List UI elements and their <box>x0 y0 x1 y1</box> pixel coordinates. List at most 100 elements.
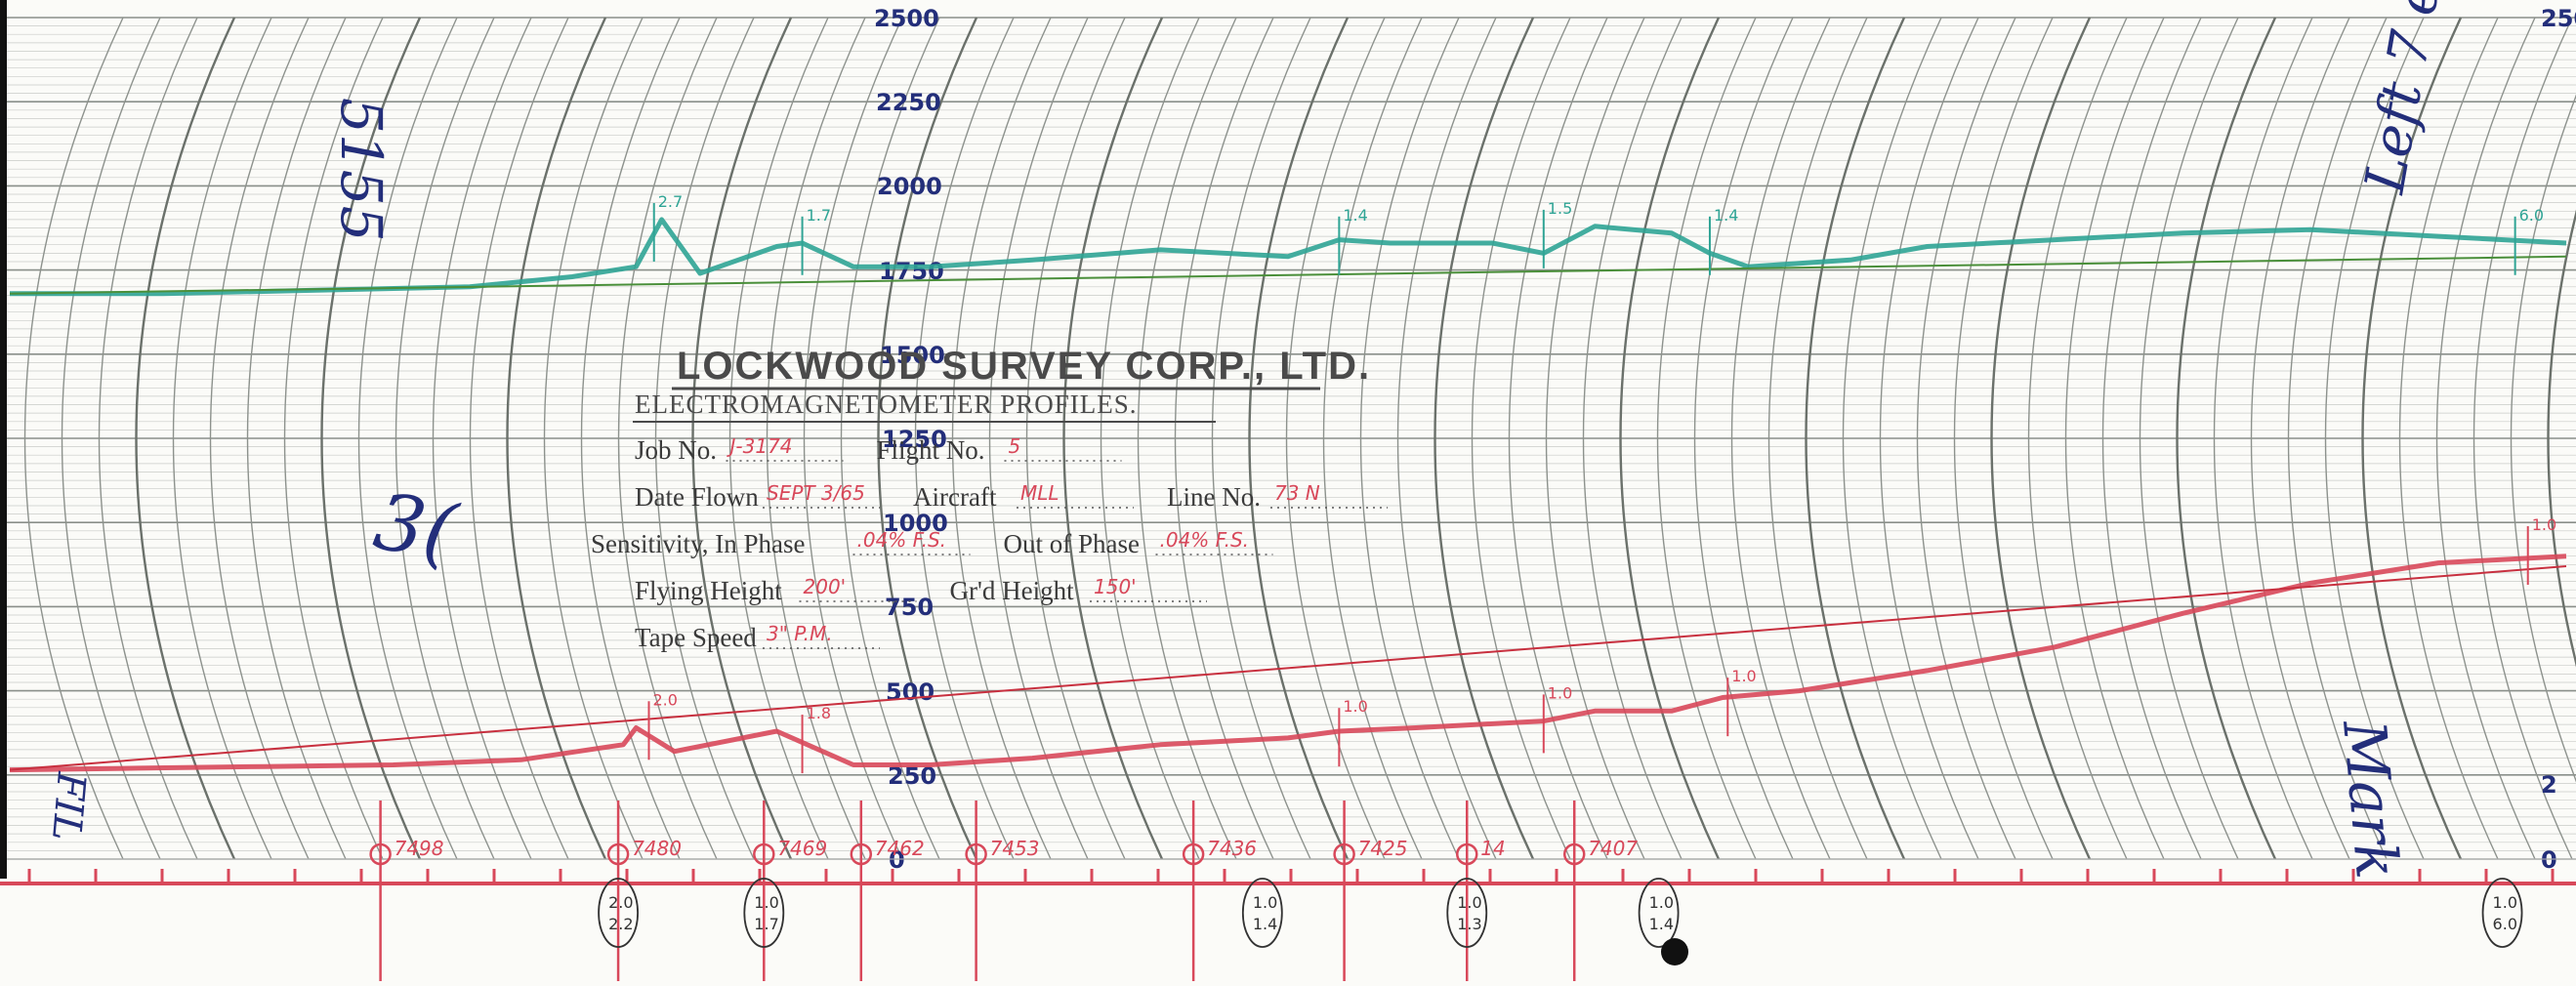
grid-arc <box>728 17 829 860</box>
ratio-denominator: 1.4 <box>1253 915 1277 933</box>
grid-arc <box>1322 17 1423 860</box>
grid-arc <box>469 17 569 860</box>
grid-arc <box>2361 17 2463 860</box>
scale-label: 750 <box>885 594 934 621</box>
form-label: Date Flown <box>635 482 759 512</box>
grid-arc <box>1916 17 2016 860</box>
handwritten-note: 5155 <box>328 98 395 242</box>
grid-arc <box>914 17 1015 860</box>
fiducial-label: 7480 <box>632 837 682 860</box>
grid-arc <box>1656 17 1757 860</box>
grid-arc <box>1953 17 2054 860</box>
grid-arc <box>1767 17 1868 860</box>
ratio-denominator: 1.7 <box>754 915 778 933</box>
form-value: MLL <box>1020 481 1059 505</box>
grid-arc <box>2250 17 2350 860</box>
grid-arc <box>1174 17 1274 860</box>
form-label: Flying Height <box>635 576 782 605</box>
fiducial-label: 14 <box>1480 837 1505 860</box>
chart-title: LOCKWOOD SURVEY CORP., LTD. <box>677 345 1371 388</box>
grid-arc <box>357 17 458 860</box>
grid-arc <box>617 17 718 860</box>
ratio-ellipse <box>1446 878 1488 948</box>
grid-arc <box>2324 17 2425 860</box>
grid-arc <box>2398 17 2499 860</box>
fiducial-circle <box>753 842 775 866</box>
grid-arc <box>2547 209 2576 668</box>
ratio-denominator: 2.2 <box>608 915 633 933</box>
form-value: .04% F.S. <box>857 528 947 552</box>
fiducial-circle <box>1562 842 1586 866</box>
series-baseline <box>9 255 2567 295</box>
grid-arc <box>98 17 198 860</box>
grid-arc <box>2064 17 2165 860</box>
grid-arc <box>2472 17 2573 860</box>
form-label: Flight No. <box>877 435 985 465</box>
fiducial-label: 7462 <box>875 837 925 860</box>
peak-label: 2.0 <box>653 690 678 709</box>
scale-label: 500 <box>886 678 935 706</box>
grid-arc <box>1879 17 1979 860</box>
grid-arc <box>1545 17 1645 860</box>
form-label: Line No. <box>1167 482 1261 512</box>
right-edge-label: 0 <box>2541 846 2557 874</box>
grid-arc <box>2139 17 2239 860</box>
grid-arc <box>1582 17 1683 860</box>
grid-arc <box>803 17 903 860</box>
grid-arc <box>1285 17 1386 860</box>
grid-arc <box>2510 94 2576 783</box>
fiducial-label: 7453 <box>990 837 1040 860</box>
scale-label: 1500 <box>880 342 945 369</box>
series-line <box>9 554 2567 773</box>
grid-arc <box>506 17 607 860</box>
peak-label: 1.4 <box>1714 206 1738 225</box>
form-label: Job No. <box>635 435 717 465</box>
peak-label: 1.0 <box>1343 697 1367 716</box>
scale-label: 2000 <box>877 173 942 200</box>
fiducial-label: 7498 <box>395 837 444 860</box>
form-label: Out of Phase <box>1004 529 1140 558</box>
grid-arc <box>766 17 866 860</box>
grid-arc <box>1025 17 1126 860</box>
form-value: 3" P.M. <box>767 622 833 645</box>
grid-arc <box>246 17 347 860</box>
peak-label: 1.7 <box>807 206 831 225</box>
scale-label: 1000 <box>883 510 948 537</box>
ratio-numerator: 1.0 <box>1649 893 1674 912</box>
handwritten-note: 3( <box>368 475 465 579</box>
ratio-numerator: 2.0 <box>608 893 633 912</box>
fiducial-circle <box>1456 842 1478 866</box>
fiducial-circle <box>369 842 392 866</box>
scale-label: 2250 <box>876 89 941 116</box>
grid-arc <box>1433 17 1535 860</box>
rail-ticks <box>27 869 2555 883</box>
grid-arc <box>1508 17 1608 860</box>
form-label: Tape Speed <box>635 623 757 652</box>
form-label: Sensitivity, In Phase <box>591 529 806 558</box>
fiducial-circle <box>965 842 987 866</box>
ratio-ellipse <box>1638 878 1680 948</box>
grid-arc <box>209 17 310 860</box>
fiducial-label: 7469 <box>777 837 827 860</box>
grid-arc <box>988 17 1089 860</box>
grid-arc <box>1693 17 1794 860</box>
ratio-ellipse <box>1241 878 1283 948</box>
peak-labels: 2.7 1.7 1.4 1.5 1.4 6.0 2.0 1.8 1.0 1.0 1.0 1.0 <box>647 192 2556 774</box>
form-value: J-3174 <box>727 434 793 458</box>
ratio-numerator: 1.0 <box>1253 893 1277 912</box>
form-value: SEPT 3/65 <box>767 481 865 505</box>
grid-arc <box>135 17 236 860</box>
grid-arc <box>543 17 644 860</box>
fiducial-rail: 7498 7480 7469 7462 7453 7436 7425 14 7407 2.02.… <box>0 801 2576 981</box>
form-label: Aircraft <box>913 482 997 512</box>
grid-arc <box>2213 17 2313 860</box>
peak-label: 1.0 <box>2532 515 2556 534</box>
grid-arc <box>432 17 532 860</box>
grid-arc <box>1100 17 1200 860</box>
form-value: 73 N <box>1274 481 1320 505</box>
form-fields: Job No. J-3174 Flight No. 5 Date Flown SEPT 3… <box>591 434 1388 652</box>
grid-arc <box>283 17 384 860</box>
ratio-denominator: 1.3 <box>1457 915 1481 933</box>
fiducial-label: 7436 <box>1207 837 1257 860</box>
fiducial-circle <box>1182 842 1205 866</box>
